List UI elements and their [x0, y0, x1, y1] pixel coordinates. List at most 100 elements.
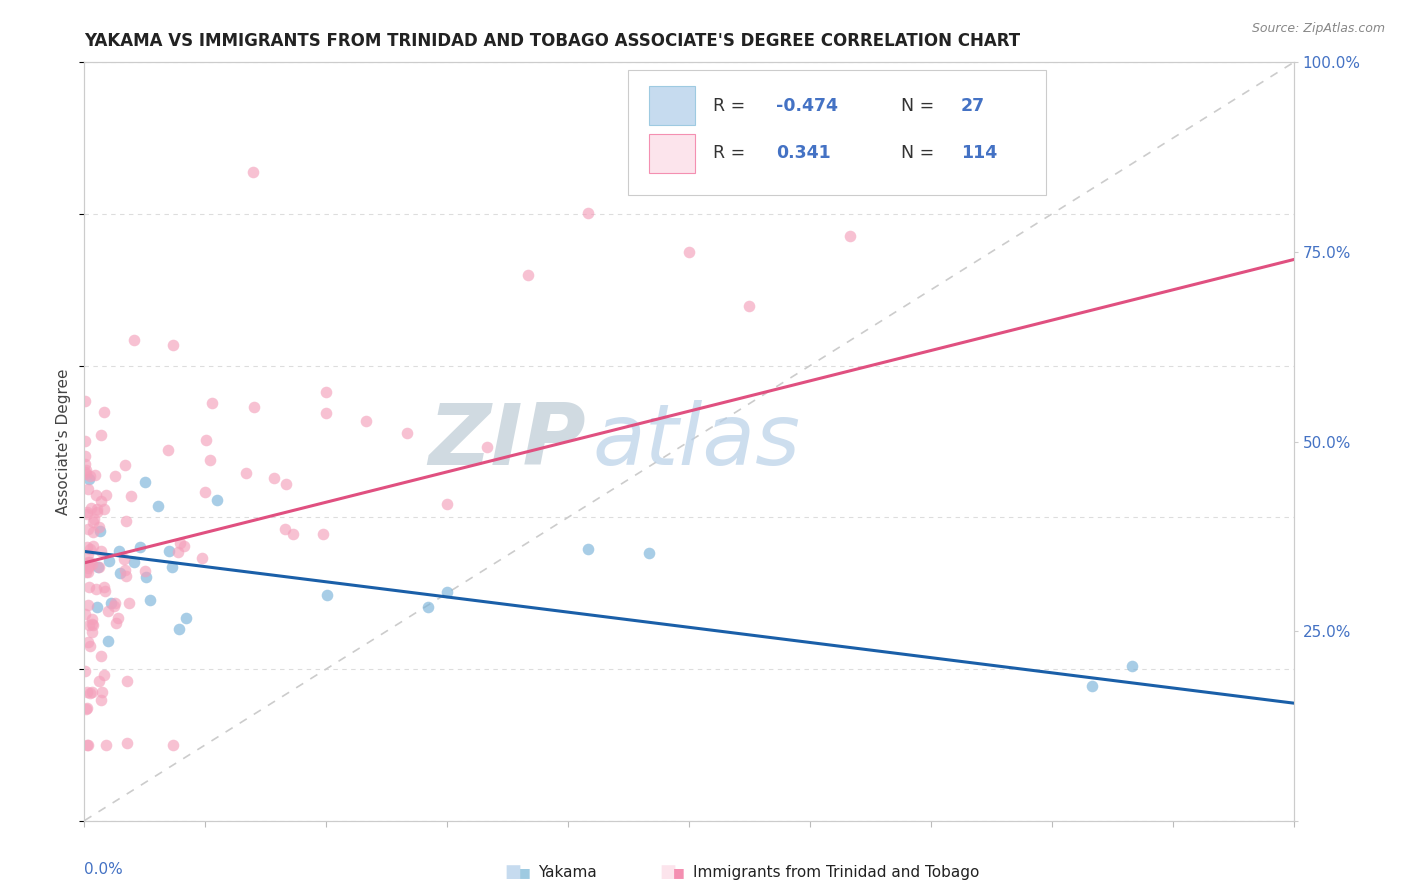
- Point: [169, 536, 191, 550]
- Point: [436, 498, 458, 512]
- Point: [76, 540, 98, 554]
- Point: [108, 544, 131, 558]
- Text: ZIP: ZIP: [429, 400, 586, 483]
- Point: [83, 511, 105, 525]
- Point: [274, 476, 297, 491]
- Point: [418, 600, 440, 615]
- Point: [103, 599, 125, 614]
- Text: N =: N =: [901, 145, 939, 162]
- Point: [477, 440, 499, 454]
- Point: [104, 596, 127, 610]
- Point: [76, 599, 98, 613]
- Point: [80, 557, 103, 571]
- Point: [87, 520, 110, 534]
- Text: atlas: atlas: [592, 400, 800, 483]
- Point: [86, 502, 108, 516]
- Point: [80, 625, 103, 640]
- Point: [104, 615, 127, 630]
- Point: [281, 527, 304, 541]
- Point: [122, 333, 145, 347]
- Point: [135, 569, 157, 583]
- Point: [90, 649, 112, 664]
- Point: [77, 558, 100, 573]
- Point: [162, 559, 184, 574]
- Point: [79, 640, 101, 654]
- Point: [173, 540, 195, 554]
- Point: [242, 165, 264, 179]
- Point: [84, 488, 107, 502]
- Point: [87, 674, 110, 689]
- Point: [75, 463, 97, 477]
- Point: [112, 552, 135, 566]
- Point: [84, 582, 107, 597]
- Point: [86, 505, 108, 519]
- Point: [77, 555, 100, 569]
- Point: [90, 693, 112, 707]
- Point: [94, 738, 117, 752]
- Point: [79, 555, 101, 569]
- Point: [356, 414, 378, 428]
- Point: [1081, 679, 1104, 693]
- Text: Source: ZipAtlas.com: Source: ZipAtlas.com: [1251, 22, 1385, 36]
- Point: [98, 554, 121, 568]
- Point: [82, 539, 104, 553]
- Point: [637, 546, 659, 560]
- Point: [76, 560, 98, 574]
- Point: [100, 596, 122, 610]
- Point: [79, 542, 101, 557]
- Text: 27: 27: [962, 96, 986, 115]
- FancyBboxPatch shape: [650, 86, 695, 126]
- Point: [77, 473, 100, 487]
- Point: [195, 433, 218, 447]
- Point: [194, 484, 217, 499]
- Text: YAKAMA VS IMMIGRANTS FROM TRINIDAD AND TOBAGO ASSOCIATE'S DEGREE CORRELATION CHA: YAKAMA VS IMMIGRANTS FROM TRINIDAD AND T…: [84, 32, 1021, 50]
- Point: [82, 515, 104, 529]
- Text: R =: R =: [713, 96, 751, 115]
- Point: [174, 611, 197, 625]
- Text: ■: ■: [505, 863, 522, 881]
- Point: [73, 664, 96, 678]
- Point: [148, 500, 170, 514]
- Text: N =: N =: [901, 96, 939, 115]
- Point: [83, 467, 105, 482]
- Point: [93, 405, 115, 419]
- Point: [201, 395, 224, 409]
- Point: [395, 425, 418, 440]
- Point: [156, 442, 179, 457]
- Point: [839, 229, 862, 244]
- Text: Yakama: Yakama: [538, 865, 598, 880]
- Point: [115, 673, 138, 688]
- Point: [75, 467, 97, 481]
- Point: [104, 469, 127, 483]
- Point: [76, 738, 98, 752]
- Point: [75, 702, 97, 716]
- Point: [114, 564, 136, 578]
- Point: [118, 596, 141, 610]
- Point: [1121, 659, 1143, 673]
- Point: [97, 634, 120, 648]
- Point: [738, 299, 761, 313]
- Point: [242, 400, 264, 414]
- Point: [108, 566, 131, 580]
- Point: [90, 428, 112, 442]
- Point: [114, 458, 136, 473]
- Point: [91, 685, 114, 699]
- Text: ■: ■: [673, 866, 685, 879]
- Point: [82, 524, 104, 539]
- Point: [79, 468, 101, 483]
- Point: [273, 522, 295, 536]
- Point: [73, 434, 96, 448]
- Point: [157, 544, 180, 558]
- FancyBboxPatch shape: [628, 70, 1046, 195]
- Point: [139, 593, 162, 607]
- Point: [93, 668, 115, 682]
- Point: [75, 465, 97, 479]
- Point: [134, 475, 156, 489]
- Point: [76, 505, 98, 519]
- Point: [198, 453, 221, 467]
- Text: 0.0%: 0.0%: [84, 863, 124, 878]
- Text: R =: R =: [713, 145, 751, 162]
- Point: [263, 471, 285, 485]
- Point: [114, 514, 136, 528]
- Point: [315, 407, 337, 421]
